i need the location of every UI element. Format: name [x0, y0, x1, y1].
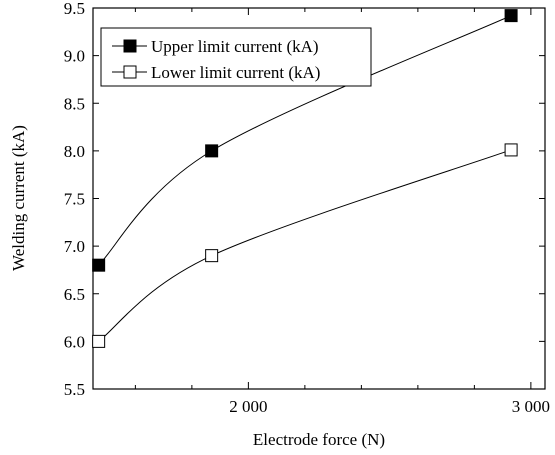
y-tick-label: 9.0 — [64, 47, 85, 66]
x-tick-label: 3 000 — [512, 397, 550, 416]
legend-label-upper: Upper limit current (kA) — [151, 37, 319, 56]
data-point-series-1 — [504, 143, 518, 157]
series-line-0 — [98, 15, 512, 266]
legend: Upper limit current (kA) Lower limit cur… — [100, 27, 372, 87]
legend-label-lower: Lower limit current (kA) — [151, 63, 320, 82]
legend-box — [100, 27, 372, 87]
legend-marker-lower — [123, 65, 137, 79]
data-point-series-1 — [205, 249, 219, 263]
data-point-series-0 — [504, 9, 518, 23]
y-tick-label: 9.5 — [64, 0, 85, 18]
y-tick-label: 6.0 — [64, 332, 85, 351]
series-layer — [92, 9, 518, 348]
x-axis-title: Electrode force (N) — [253, 430, 385, 449]
series-line-1 — [98, 149, 512, 342]
data-point-series-0 — [205, 144, 219, 158]
legend-marker-upper — [123, 39, 137, 53]
data-point-series-1 — [92, 334, 106, 348]
y-tick-label: 8.0 — [64, 142, 85, 161]
y-tick-label: 7.5 — [64, 190, 85, 209]
y-tick-label: 8.5 — [64, 94, 85, 113]
y-tick-label: 7.0 — [64, 237, 85, 256]
x-axis: 2 000 3 000 — [134, 8, 550, 416]
y-axis-title: Welding current (kA) — [9, 125, 28, 271]
y-tick-label: 5.5 — [64, 380, 85, 399]
data-point-series-0 — [92, 258, 106, 272]
x-tick-label: 2 000 — [229, 397, 267, 416]
y-axis: 5.5 6.0 6.5 7.0 7.5 8.0 8.5 9.0 9.5 — [64, 0, 545, 399]
y-tick-label: 6.5 — [64, 285, 85, 304]
